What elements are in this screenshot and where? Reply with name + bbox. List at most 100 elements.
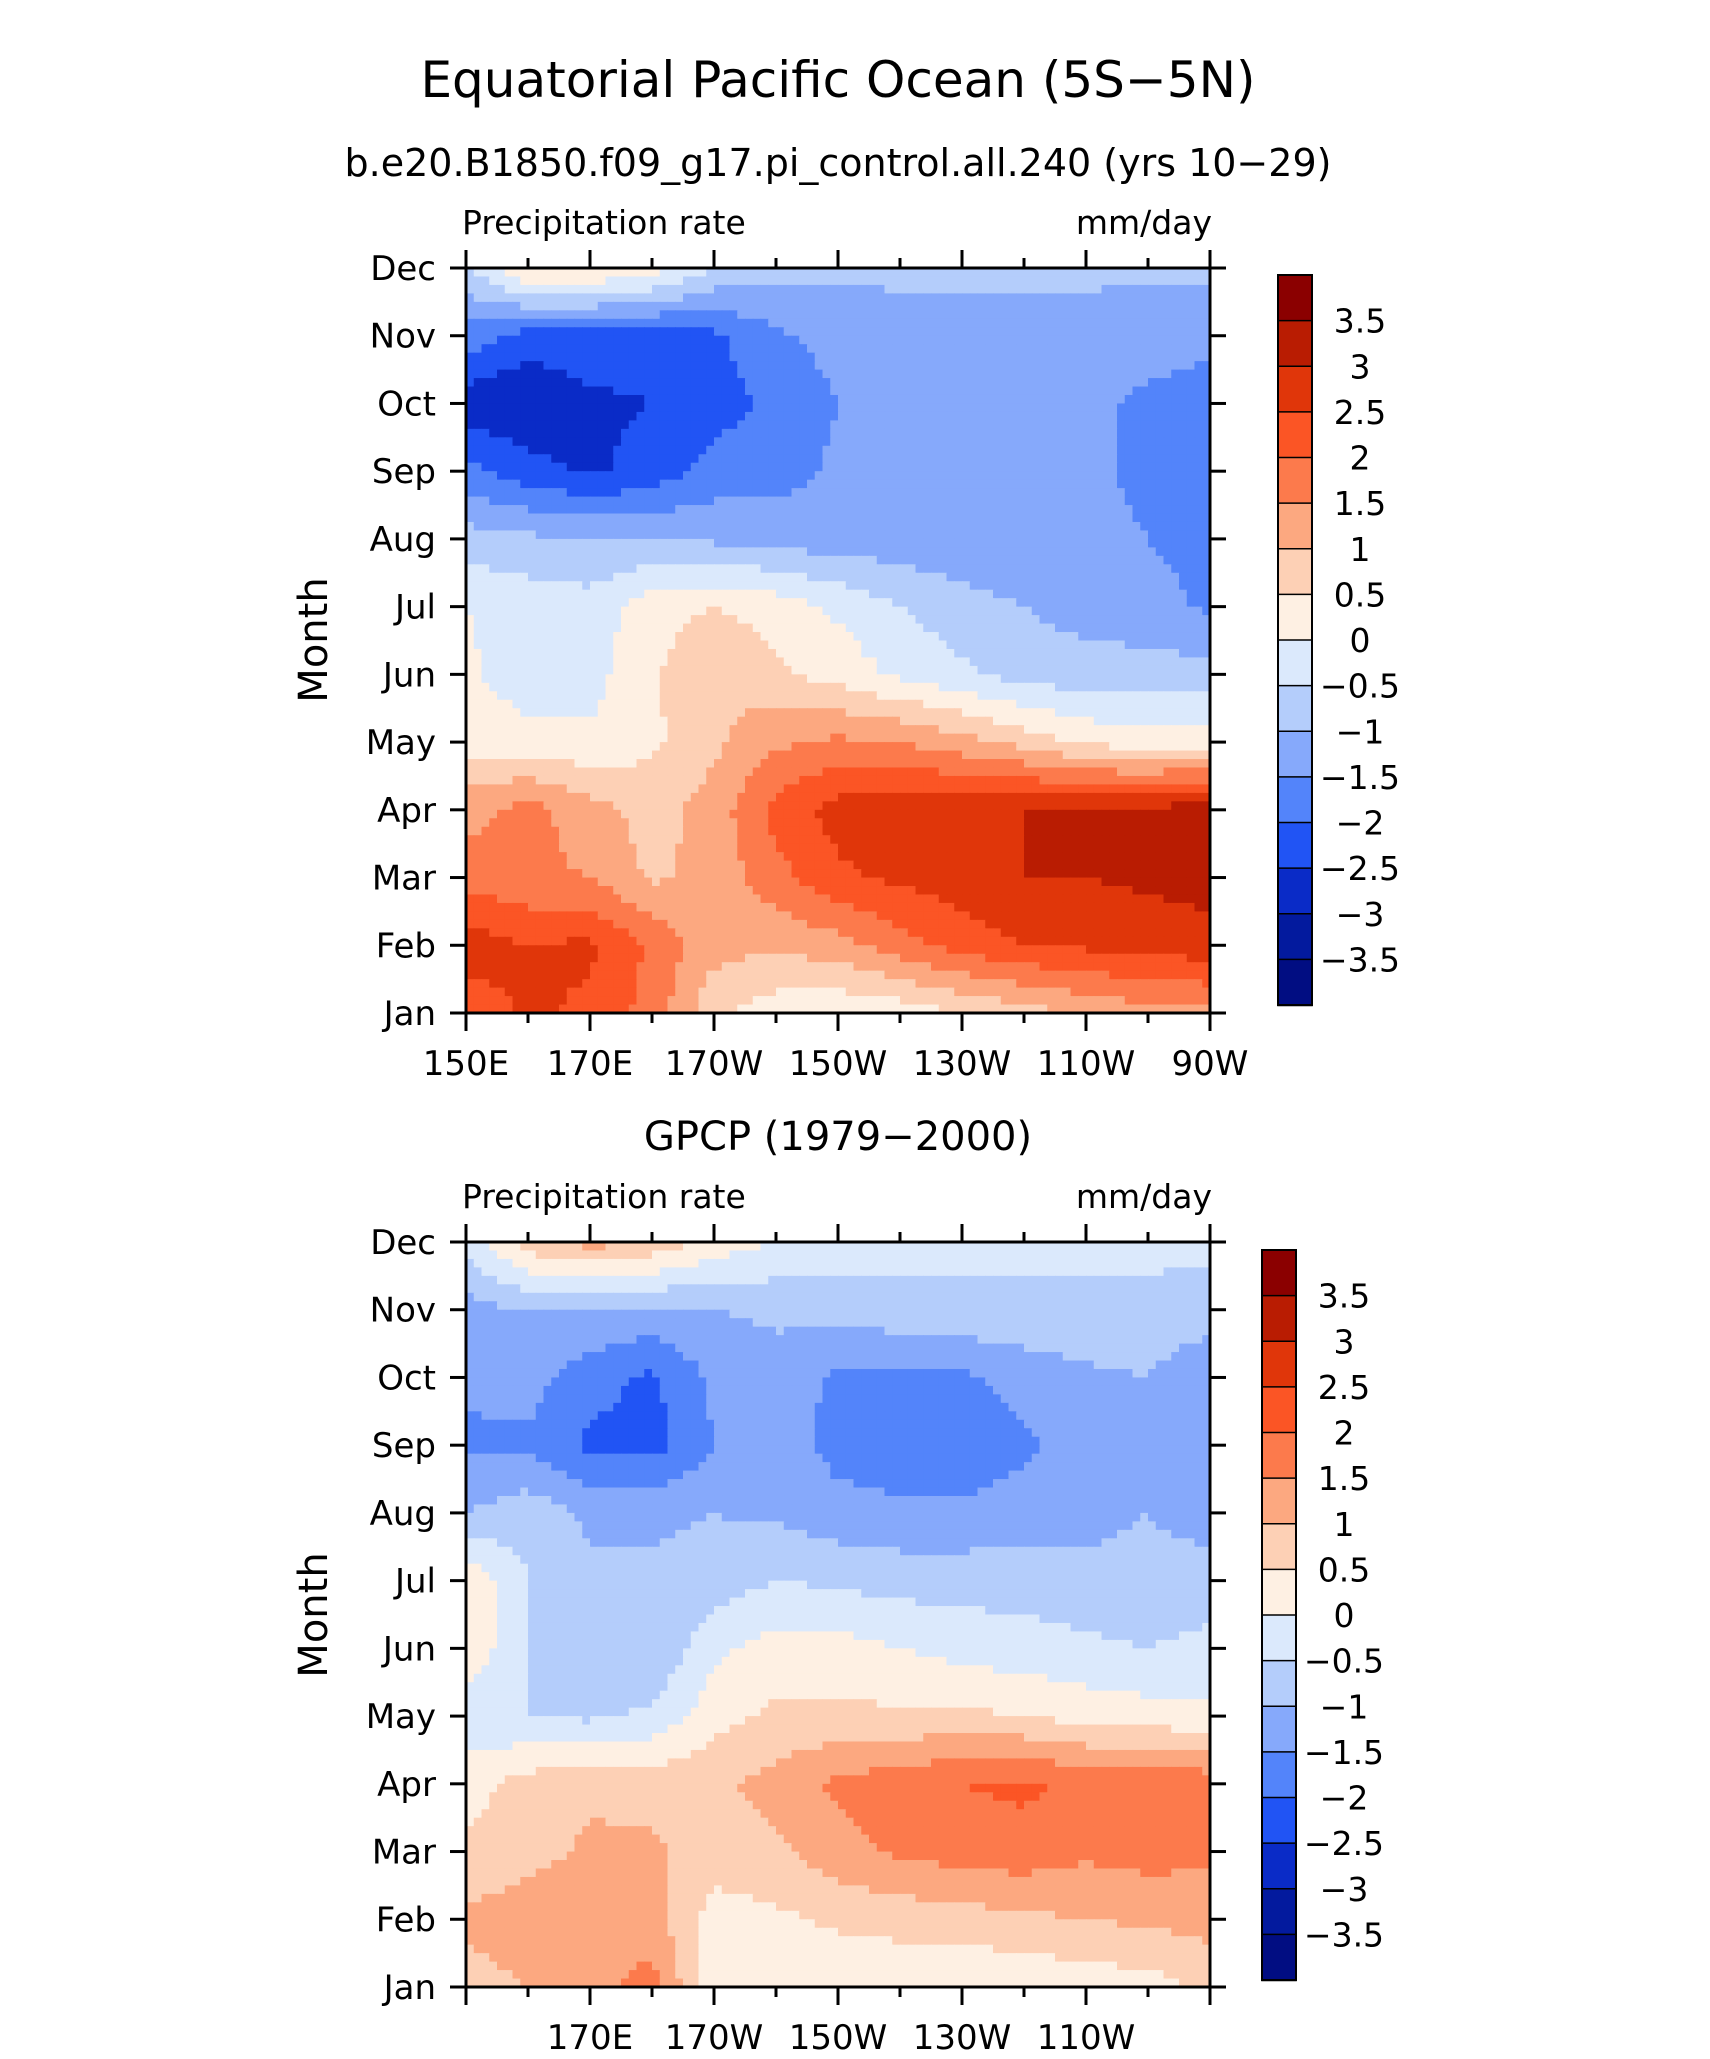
- contour-cell: [1117, 657, 1126, 667]
- contour-cell: [535, 284, 545, 294]
- contour-cell: [853, 488, 862, 498]
- contour-cell: [838, 640, 847, 650]
- contour-cell: [799, 657, 808, 667]
- contour-cell: [985, 386, 994, 396]
- contour-cell: [1062, 293, 1072, 303]
- contour-cell: [1093, 572, 1103, 582]
- contour-cell: [1202, 411, 1210, 421]
- contour-cell: [1117, 530, 1126, 540]
- contour-cell: [807, 301, 816, 311]
- contour-cell: [659, 386, 669, 396]
- contour-cell: [783, 674, 793, 684]
- contour-cell: [497, 606, 506, 616]
- contour-cell: [621, 344, 630, 354]
- contour-cell: [1078, 648, 1087, 659]
- contour-cell: [985, 361, 994, 371]
- contour-cell: [1194, 361, 1203, 371]
- contour-cell: [1016, 378, 1025, 388]
- contour-cell: [590, 403, 599, 413]
- contour-cell: [683, 454, 692, 464]
- contour-cell: [807, 521, 816, 532]
- contour-cell: [659, 411, 669, 421]
- contour-cell: [489, 352, 498, 362]
- contour-cell: [1024, 301, 1033, 311]
- contour-cell: [1101, 538, 1110, 548]
- contour-cell: [1070, 411, 1079, 421]
- contour-cell: [566, 538, 576, 548]
- contour-cell: [768, 555, 777, 565]
- contour-cell: [1086, 699, 1095, 709]
- contour-cell: [969, 513, 979, 523]
- contour-cell: [559, 547, 568, 557]
- contour-cell: [900, 479, 909, 489]
- contour-cell: [605, 505, 614, 515]
- contour-cell: [481, 513, 490, 523]
- contour-cell: [752, 530, 762, 540]
- contour-cell: [1155, 403, 1165, 413]
- contour-cell: [721, 606, 731, 616]
- contour-cell: [915, 691, 924, 701]
- contour-cell: [1039, 640, 1048, 650]
- contour-cell: [1179, 598, 1188, 608]
- contour-cell: [504, 394, 514, 405]
- contour-cell: [799, 301, 808, 311]
- contour-cell: [1101, 276, 1110, 286]
- contour-cell: [566, 606, 576, 616]
- contour-cell: [535, 682, 545, 692]
- contour-cell: [582, 547, 591, 557]
- contour-cell: [1024, 437, 1033, 447]
- contour-cell: [822, 623, 831, 633]
- contour-cell: [690, 640, 700, 650]
- contour-cell: [791, 572, 800, 582]
- contour-cell: [1047, 445, 1056, 455]
- contour-cell: [659, 479, 669, 489]
- contour-cell: [1086, 344, 1095, 354]
- contour-cell: [838, 394, 847, 405]
- contour-cell: [737, 615, 746, 625]
- contour-cell: [1000, 403, 1010, 413]
- contour-cell: [985, 352, 994, 362]
- contour-cell: [1008, 428, 1017, 438]
- contour-cell: [1016, 318, 1025, 328]
- contour-cell: [1062, 589, 1072, 599]
- contour-cell: [807, 352, 816, 362]
- contour-cell: [489, 665, 498, 675]
- contour-cell: [1132, 310, 1141, 320]
- contour-cell: [869, 378, 878, 388]
- contour-cell: [907, 674, 917, 684]
- contour-cell: [1140, 505, 1149, 515]
- contour-cell: [1086, 555, 1095, 565]
- contour-cell: [799, 420, 808, 430]
- contour-cell: [946, 513, 955, 523]
- contour-cell: [776, 488, 785, 498]
- contour-cell: [1109, 555, 1118, 565]
- contour-cell: [737, 352, 746, 362]
- contour-cell: [830, 394, 839, 405]
- contour-cell: [1039, 268, 1048, 278]
- contour-cell: [489, 521, 498, 532]
- contour-cell: [1202, 420, 1210, 430]
- contour-cell: [1024, 615, 1033, 625]
- contour-cell: [512, 420, 521, 430]
- contour-cell: [1179, 361, 1188, 371]
- contour-cell: [698, 589, 707, 599]
- contour-cell: [1062, 691, 1072, 701]
- contour-cell: [845, 538, 855, 548]
- contour-cell: [659, 547, 669, 557]
- contour-cell: [1132, 530, 1141, 540]
- contour-cell: [783, 268, 793, 278]
- contour-cell: [489, 327, 498, 337]
- contour-cell: [977, 361, 986, 371]
- contour-cell: [923, 268, 932, 278]
- contour-cell: [489, 462, 498, 472]
- contour-cell: [497, 411, 506, 421]
- contour-cell: [659, 420, 669, 430]
- contour-cell: [698, 555, 707, 565]
- contour-cell: [1093, 632, 1103, 642]
- contour-cell: [1093, 530, 1103, 540]
- contour-cell: [566, 623, 576, 633]
- contour-cell: [582, 403, 591, 413]
- contour-cell: [644, 403, 653, 413]
- contour-cell: [807, 589, 816, 599]
- contour-cell: [582, 674, 591, 684]
